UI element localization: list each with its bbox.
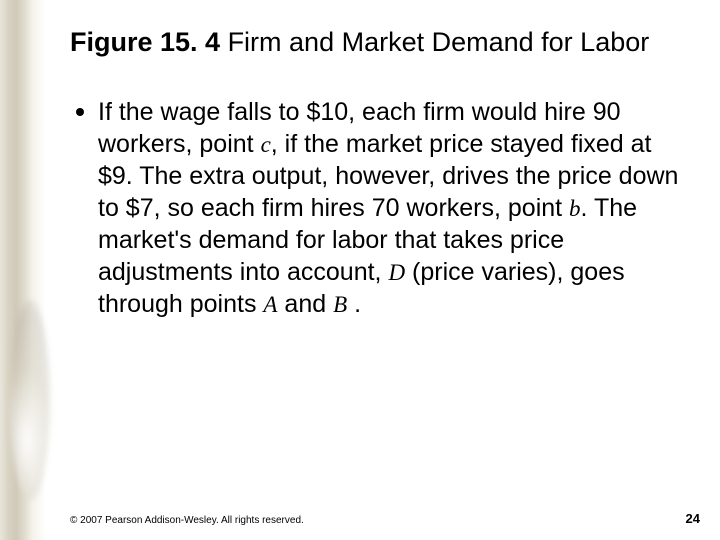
text-part: and [277, 290, 333, 318]
slide-content: Figure 15. 4 Firm and Market Demand for … [70, 26, 692, 320]
decorative-left-gradient [0, 0, 54, 540]
title-rest: Firm and Market Demand for Labor [220, 27, 649, 57]
bullet-item: If the wage falls to $10, each firm woul… [76, 96, 692, 320]
math-var-b: b [569, 196, 581, 221]
bullet-marker-icon [76, 108, 84, 116]
text-part: . [347, 290, 361, 318]
slide-body: If the wage falls to $10, each firm woul… [70, 96, 692, 320]
copyright-text: © 2007 Pearson Addison-Wesley. All right… [70, 515, 304, 526]
page-number: 24 [686, 511, 700, 526]
slide-footer: © 2007 Pearson Addison-Wesley. All right… [70, 511, 700, 526]
bullet-text: If the wage falls to $10, each firm woul… [98, 96, 692, 320]
math-var-D: D [388, 260, 405, 285]
math-var-c: c [261, 132, 271, 157]
math-var-A: A [263, 292, 277, 317]
math-var-B: B [333, 292, 347, 317]
slide-title: Figure 15. 4 Firm and Market Demand for … [70, 26, 692, 60]
figure-label: Figure 15. 4 [70, 27, 220, 57]
